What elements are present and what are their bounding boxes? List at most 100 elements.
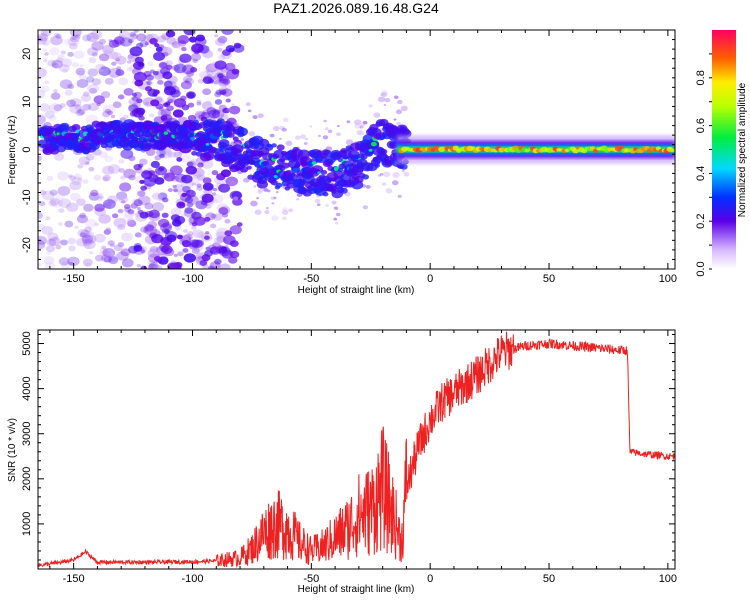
- heatmap-cell: [118, 77, 129, 86]
- heatmap-cell: [128, 100, 133, 104]
- heatmap-cell: [397, 99, 403, 105]
- heatmap-cell: [122, 214, 134, 223]
- heatmap-cell: [191, 150, 198, 156]
- colorbar-tick-label: 0.6: [695, 118, 707, 133]
- heatmap-cell: [183, 30, 196, 36]
- heatmap-cell: [229, 250, 240, 259]
- heatmap-cell: [331, 200, 337, 205]
- heatmap-cell: [76, 237, 88, 247]
- heatmap-cell: [135, 107, 146, 115]
- heatmap-cell: [116, 191, 128, 201]
- heatmap-cell: [151, 192, 162, 200]
- heatmap-cell: [214, 99, 223, 105]
- heatmap-cell: [153, 264, 163, 269]
- heatmap-cell: [67, 256, 80, 267]
- colorbar: 0.0 0.2 0.4 0.6 0.8 Normalized spectral ampl…: [695, 30, 748, 277]
- heatmap-cell: [173, 188, 179, 193]
- heatmap-cell: [49, 189, 58, 196]
- heatmap-cell: [86, 83, 100, 94]
- heatmap-cell: [179, 53, 192, 63]
- heatmap-cell: [144, 42, 149, 46]
- heatmap-cell: [67, 37, 79, 47]
- heatmap-cell: [86, 32, 99, 43]
- heatmap-cell: [272, 126, 280, 132]
- heatmap-cell: [118, 195, 129, 204]
- heatmap-cell: [183, 229, 188, 233]
- heatmap-cell: [209, 223, 217, 229]
- heatmap-cell: [311, 161, 317, 165]
- heatmap-cell: [134, 56, 144, 64]
- heatmap-cell: [85, 161, 90, 165]
- heatmap-cell: [102, 248, 116, 258]
- heatmap-cell: [75, 67, 86, 76]
- heatmap-cell: [166, 37, 176, 45]
- heatmap-cell: [82, 103, 92, 111]
- heatmap-cell: [57, 185, 71, 196]
- heatmap-cell: [43, 256, 55, 265]
- heatmap-cell: [176, 157, 183, 162]
- heatmap-cell: [214, 60, 227, 70]
- heatmap-cell: [224, 62, 236, 71]
- heatmap-cell: [156, 79, 164, 85]
- y-tick-label: 5000: [21, 331, 33, 355]
- heatmap-cell: [147, 60, 154, 67]
- heatmap-cell: [42, 190, 55, 201]
- heatmap-cell: [109, 243, 115, 248]
- heatmap-cell: [53, 152, 65, 161]
- heatmap-cell: [40, 30, 52, 37]
- heatmap-cell: [140, 249, 146, 254]
- heatmap-cell: [327, 129, 333, 134]
- heatmap-cell: [191, 182, 197, 186]
- heatmap-cell: [111, 52, 122, 61]
- heatmap-cell: [140, 265, 148, 269]
- heatmap-cell: [123, 168, 136, 179]
- heatmap-cell: [159, 153, 165, 159]
- heatmap-cell: [60, 239, 68, 246]
- heatmap-cell: [56, 57, 63, 63]
- heatmap-cell: [133, 71, 147, 82]
- heatmap-cell: [397, 109, 401, 112]
- heatmap-cell: [107, 110, 113, 115]
- heatmap-cell: [117, 224, 126, 231]
- heatmap-cell: [173, 98, 187, 108]
- heatmap-cell: [209, 202, 215, 206]
- heatmap-cell: [266, 143, 272, 148]
- spectrogram-xlabel: Height of straight line (km): [298, 285, 415, 296]
- heatmap-cell: [70, 97, 82, 107]
- heatmap-cell: [90, 189, 99, 197]
- heatmap-cell: [148, 260, 156, 266]
- x-tick-label: -100: [181, 573, 203, 585]
- heatmap-cell: [169, 165, 183, 176]
- heatmap-cell: [129, 31, 137, 37]
- heatmap-cell: [86, 231, 95, 238]
- heatmap-cell: [153, 89, 160, 95]
- heatmap-cell: [128, 97, 140, 106]
- heatmap-cell: [207, 265, 216, 269]
- heatmap-cell: [180, 80, 192, 90]
- heatmap-cell: [246, 165, 252, 170]
- heatmap-cell: [136, 98, 143, 104]
- heatmap-cell: [365, 185, 371, 189]
- heatmap-cell: [42, 31, 48, 35]
- heatmap-cell: [84, 244, 91, 250]
- heatmap-cell: [228, 256, 238, 264]
- heatmap-cell: [218, 183, 231, 193]
- heatmap-cell: [79, 232, 87, 238]
- heatmap-cell: [233, 196, 239, 201]
- heatmap-cell: [121, 200, 126, 204]
- heatmap-cell: [129, 111, 138, 117]
- heatmap-cell: [322, 191, 329, 197]
- snr-ticks: -150 -100 -50 0 50 100 1000 2000 3000 4000 5000: [21, 330, 677, 585]
- heatmap-cell: [147, 81, 154, 86]
- heatmap-cell: [257, 113, 264, 119]
- heatmap-cell: [131, 92, 138, 97]
- heatmap-cell: [132, 61, 144, 70]
- heatmap-cell: [44, 52, 49, 56]
- heatmap-cell: [323, 119, 327, 123]
- heatmap-cell: [250, 200, 258, 207]
- heatmap-cell: [271, 215, 279, 221]
- heatmap-cell: [91, 41, 104, 51]
- heatmap-cell: [254, 209, 262, 215]
- heatmap-cell: [161, 245, 173, 254]
- heatmap-cell: [51, 59, 63, 69]
